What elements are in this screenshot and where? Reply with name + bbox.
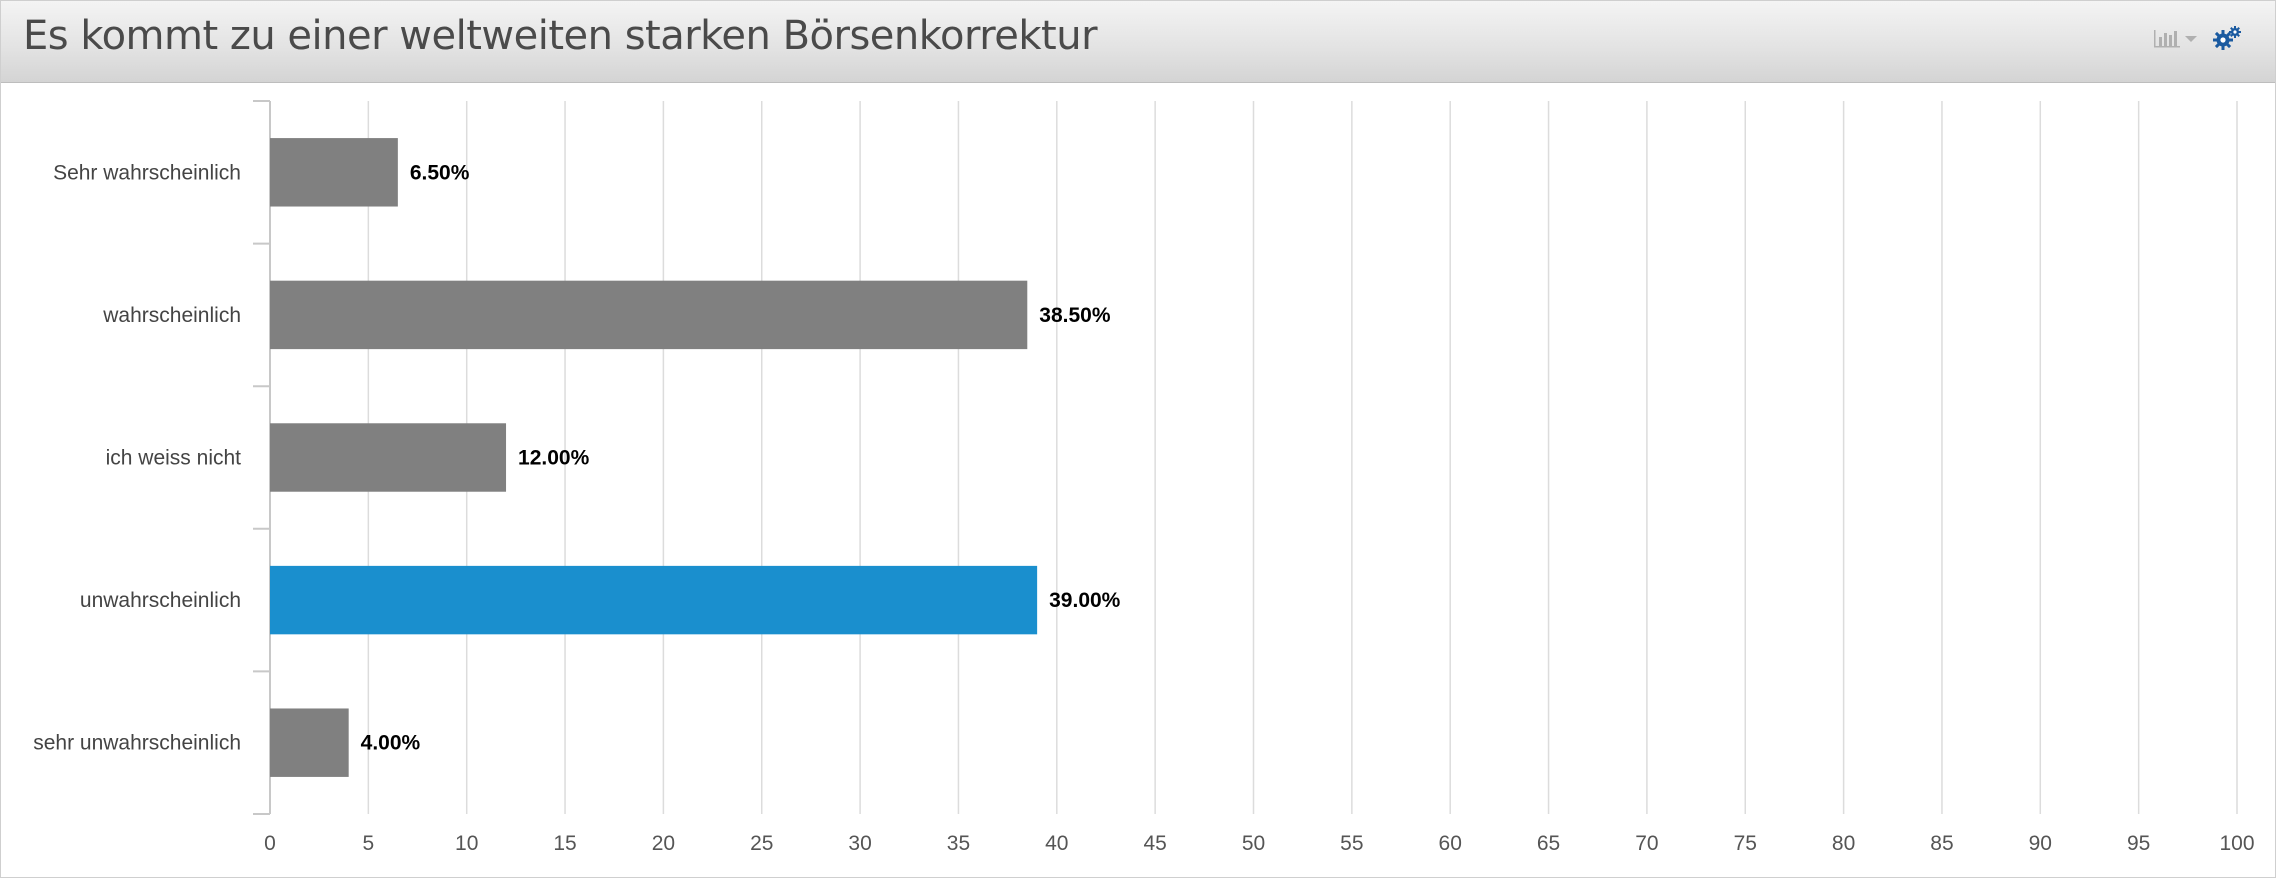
bar xyxy=(270,708,349,777)
panel-header: Es kommt zu einer weltweiten starken Bör… xyxy=(1,1,2275,83)
chart-type-button[interactable] xyxy=(2153,27,2199,49)
data-label: 38.50% xyxy=(1039,304,1111,327)
x-tick-label: 60 xyxy=(1439,832,1462,855)
y-tick-label: ich weiss nicht xyxy=(106,447,242,470)
gears-icon xyxy=(2213,26,2241,50)
x-tick-label: 95 xyxy=(2127,832,2150,855)
data-label: 39.00% xyxy=(1049,589,1121,612)
x-tick-label: 40 xyxy=(1045,832,1068,855)
x-tick-label: 80 xyxy=(1832,832,1855,855)
x-tick-label: 85 xyxy=(1930,832,1953,855)
x-tick-label: 90 xyxy=(2029,832,2052,855)
y-tick-label: wahrscheinlich xyxy=(102,304,241,327)
chart-area: 0 5 10 15 20 25 30 35 40 45 50 55 60 65 70 75 80 85 90 95 10… xyxy=(1,83,2277,879)
bar xyxy=(270,565,1038,635)
x-tick-label: 0 xyxy=(264,832,276,855)
x-tick-label: 20 xyxy=(652,832,675,855)
y-tick-label: sehr unwahrscheinlich xyxy=(33,732,241,755)
x-tick-label: 30 xyxy=(848,832,871,855)
x-tick-label: 45 xyxy=(1143,832,1166,855)
x-tick-label: 75 xyxy=(1734,832,1757,855)
settings-button[interactable] xyxy=(2213,25,2243,51)
x-tick-label: 55 xyxy=(1340,832,1363,855)
bar-chart: 0 5 10 15 20 25 30 35 40 45 50 55 60 65 70 75 80 85 90 95 10… xyxy=(33,100,2255,855)
x-tick-label: 10 xyxy=(455,832,478,855)
bar xyxy=(270,280,1028,350)
x-tick-label: 5 xyxy=(363,832,375,855)
x-tick-label: 50 xyxy=(1242,832,1265,855)
x-tick-label: 35 xyxy=(947,832,970,855)
bar-chart-icon xyxy=(2154,30,2180,48)
x-tick-label: 15 xyxy=(553,832,576,855)
data-label: 6.50% xyxy=(410,161,470,184)
y-tick-label: unwahrscheinlich xyxy=(80,589,241,612)
data-label: 12.00% xyxy=(518,447,590,470)
bar xyxy=(270,423,507,492)
caret-down-icon xyxy=(2185,36,2197,42)
x-tick-label: 25 xyxy=(750,832,773,855)
panel-title: Es kommt zu einer weltweiten starken Bör… xyxy=(23,13,1098,59)
x-tick-label: 70 xyxy=(1635,832,1658,855)
x-tick-label: 65 xyxy=(1537,832,1560,855)
y-tick-label: Sehr wahrscheinlich xyxy=(53,161,241,184)
x-tick-label: 100 xyxy=(2219,832,2254,855)
data-label: 4.00% xyxy=(361,732,421,755)
header-tools xyxy=(2153,25,2243,51)
bar xyxy=(270,138,398,207)
